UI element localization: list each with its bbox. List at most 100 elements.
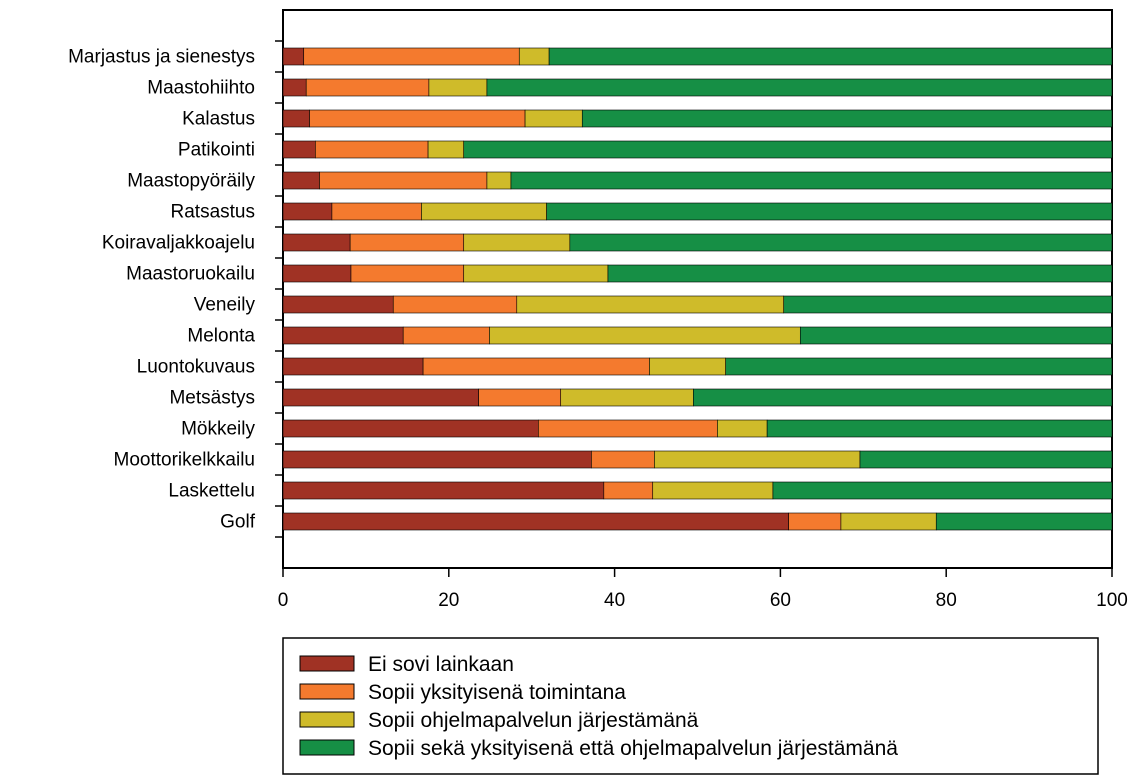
bar-segment-moottorikelkkailu-sopii-yksityisena-toimintana (591, 450, 655, 469)
y-tick-label: Laskettelu (168, 481, 255, 502)
x-tick-label: 80 (936, 590, 957, 611)
bar-segment-metsastys-ei-sovi-lainkaan (282, 388, 479, 407)
legend-frame (282, 637, 1099, 775)
y-tick-label: Maastopyöräily (127, 171, 255, 192)
bar-segment-ratsastus-sopii-yksityisena-toimintana (331, 202, 422, 221)
bar-segment-laskettelu-sopii-yksityisena-toimintana (603, 481, 654, 500)
bar-segment-marjastus-ja-sienestys-sopii-seka-yksityisena-etta-ohjelmapalvelun-jarjestamana (548, 47, 1113, 66)
bar-segment-metsastys-sopii-seka-yksityisena-etta-ohjelmapalvelun-jarjestamana (693, 388, 1113, 407)
y-tick-label: Patikointi (178, 140, 255, 161)
y-tick-label: Koiravaljakkoajelu (102, 233, 255, 254)
bar-segment-golf-sopii-ohjelmapalvelun-jarjestamana (840, 512, 937, 531)
bar-segment-moottorikelkkailu-ei-sovi-lainkaan (282, 450, 592, 469)
legend-items: Ei sovi lainkaan Sopii yksityisenä toimin… (299, 653, 898, 760)
y-tick-label: Maastohiihto (147, 78, 255, 99)
legend-label: Ei sovi lainkaan (368, 653, 514, 676)
legend-label: Sopii ohjelmapalvelun järjestämänä (368, 709, 699, 732)
x-tick-label: 0 (278, 590, 289, 611)
y-axis: Marjastus ja sienestys Maastohiihto Kalast… (68, 40, 283, 538)
bar-segment-veneily-sopii-ohjelmapalvelun-jarjestamana (516, 295, 785, 314)
bar-segment-metsastys-sopii-yksityisena-toimintana (478, 388, 562, 407)
x-tick-label: 60 (770, 590, 791, 611)
bar-segment-patikointi-sopii-ohjelmapalvelun-jarjestamana (427, 140, 465, 159)
bar-segment-maastopyoraily-sopii-yksityisena-toimintana (319, 171, 488, 190)
bar-segment-koiravaljakkoajelu-sopii-seka-yksityisena-etta-ohjelmapalvelun-jarjestamana (569, 233, 1113, 252)
plot-area: Marjastus ja sienestys Maastohiihto Kalast… (68, 9, 1128, 611)
bar-segment-patikointi-ei-sovi-lainkaan (282, 140, 316, 159)
bar-segment-kalastus-sopii-yksityisena-toimintana (309, 109, 526, 128)
bar-segment-metsastys-sopii-ohjelmapalvelun-jarjestamana (560, 388, 694, 407)
bars-group (282, 47, 1113, 531)
bar-segment-maastopyoraily-sopii-ohjelmapalvelun-jarjestamana (486, 171, 512, 190)
bar-segment-marjastus-ja-sienestys-sopii-yksityisena-toimintana (303, 47, 520, 66)
bar-segment-veneily-sopii-seka-yksityisena-etta-ohjelmapalvelun-jarjestamana (783, 295, 1113, 314)
x-tick-label: 20 (438, 590, 459, 611)
y-tick-label: Golf (220, 512, 256, 533)
bar-segment-ratsastus-sopii-ohjelmapalvelun-jarjestamana (421, 202, 547, 221)
legend-swatch-sopii-seka-yksityisena-etta-ohjelmapalvelun-jarjestamana (299, 739, 355, 756)
bar-segment-maastoruokailu-ei-sovi-lainkaan (282, 264, 352, 283)
bar-segment-maastopyoraily-sopii-seka-yksityisena-etta-ohjelmapalvelun-jarjestamana (510, 171, 1113, 190)
y-tick-label: Metsästys (169, 388, 255, 409)
bar-segment-maastopyoraily-ei-sovi-lainkaan (282, 171, 320, 190)
bar-segment-koiravaljakkoajelu-ei-sovi-lainkaan (282, 233, 351, 252)
bar-segment-mokkeily-sopii-seka-yksityisena-etta-ohjelmapalvelun-jarjestamana (766, 419, 1113, 438)
bar-segment-patikointi-sopii-seka-yksityisena-etta-ohjelmapalvelun-jarjestamana (463, 140, 1113, 159)
bar-segment-melonta-sopii-seka-yksityisena-etta-ohjelmapalvelun-jarjestamana (799, 326, 1113, 345)
y-tick-label: Ratsastus (171, 202, 255, 223)
bar-segment-koiravaljakkoajelu-sopii-yksityisena-toimintana (349, 233, 465, 252)
bar-segment-golf-sopii-yksityisena-toimintana (788, 512, 842, 531)
bar-segment-kalastus-sopii-ohjelmapalvelun-jarjestamana (524, 109, 583, 128)
bar-segment-maastohiihto-sopii-seka-yksityisena-etta-ohjelmapalvelun-jarjestamana (486, 78, 1113, 97)
x-tick-label: 100 (1096, 590, 1128, 611)
bar-segment-maastohiihto-ei-sovi-lainkaan (282, 78, 307, 97)
legend-swatch-sopii-yksityisena-toimintana (299, 683, 355, 700)
y-tick-label: Marjastus ja sienestys (68, 47, 255, 68)
bar-segment-luontokuvaus-sopii-seka-yksityisena-etta-ohjelmapalvelun-jarjestamana (725, 357, 1113, 376)
bar-segment-koiravaljakkoajelu-sopii-ohjelmapalvelun-jarjestamana (463, 233, 571, 252)
y-tick-label: Melonta (187, 326, 255, 347)
bar-segment-moottorikelkkailu-sopii-seka-yksityisena-etta-ohjelmapalvelun-jarjestamana (859, 450, 1113, 469)
x-axis: 0 20 40 60 80 100 (278, 568, 1128, 611)
bar-segment-maastoruokailu-sopii-seka-yksityisena-etta-ohjelmapalvelun-jarjestamana (607, 264, 1113, 283)
bar-segment-mokkeily-ei-sovi-lainkaan (282, 419, 539, 438)
bar-segment-mokkeily-sopii-ohjelmapalvelun-jarjestamana (717, 419, 768, 438)
y-tick-label: Kalastus (182, 109, 255, 130)
bar-segment-moottorikelkkailu-sopii-ohjelmapalvelun-jarjestamana (654, 450, 861, 469)
bar-segment-maastoruokailu-sopii-ohjelmapalvelun-jarjestamana (463, 264, 609, 283)
legend-swatch-ei-sovi-lainkaan (299, 655, 355, 672)
legend-label: Sopii sekä yksityisenä että ohjelmapalve… (368, 737, 898, 760)
bar-segment-marjastus-ja-sienestys-sopii-ohjelmapalvelun-jarjestamana (518, 47, 550, 66)
bar-segment-kalastus-ei-sovi-lainkaan (282, 109, 310, 128)
bar-segment-laskettelu-sopii-seka-yksityisena-etta-ohjelmapalvelun-jarjestamana (772, 481, 1113, 500)
bar-segment-laskettelu-ei-sovi-lainkaan (282, 481, 605, 500)
bar-segment-veneily-sopii-yksityisena-toimintana (392, 295, 518, 314)
legend-swatch-sopii-ohjelmapalvelun-jarjestamana (299, 711, 355, 728)
y-tick-label: Mökkeily (181, 419, 255, 440)
bar-segment-kalastus-sopii-seka-yksityisena-etta-ohjelmapalvelun-jarjestamana (581, 109, 1113, 128)
x-tick-label: 40 (604, 590, 625, 611)
bar-segment-veneily-ei-sovi-lainkaan (282, 295, 394, 314)
bar-segment-melonta-sopii-yksityisena-toimintana (402, 326, 490, 345)
bar-segment-melonta-sopii-ohjelmapalvelun-jarjestamana (489, 326, 801, 345)
bar-segment-ratsastus-sopii-seka-yksityisena-etta-ohjelmapalvelun-jarjestamana (546, 202, 1113, 221)
bar-segment-laskettelu-sopii-ohjelmapalvelun-jarjestamana (652, 481, 774, 500)
y-tick-label: Luontokuvaus (137, 357, 255, 378)
y-tick-label: Veneily (194, 295, 256, 316)
plot-frame (282, 9, 1113, 569)
bar-segment-marjastus-ja-sienestys-ei-sovi-lainkaan (282, 47, 305, 66)
bar-segment-melonta-ei-sovi-lainkaan (282, 326, 404, 345)
y-tick-label: Maastoruokailu (126, 264, 255, 285)
bar-segment-ratsastus-ei-sovi-lainkaan (282, 202, 333, 221)
bar-segment-maastohiihto-sopii-ohjelmapalvelun-jarjestamana (428, 78, 488, 97)
legend: Ei sovi lainkaan Sopii yksityisenä toimin… (282, 637, 1099, 775)
bar-segment-maastohiihto-sopii-yksityisena-toimintana (305, 78, 430, 97)
bar-segment-golf-sopii-seka-yksityisena-etta-ohjelmapalvelun-jarjestamana (935, 512, 1113, 531)
bar-segment-luontokuvaus-sopii-yksityisena-toimintana (422, 357, 650, 376)
legend-label: Sopii yksityisenä toimintana (368, 681, 626, 704)
bar-segment-luontokuvaus-sopii-ohjelmapalvelun-jarjestamana (649, 357, 726, 376)
bar-segment-luontokuvaus-ei-sovi-lainkaan (282, 357, 424, 376)
bar-segment-patikointi-sopii-yksityisena-toimintana (315, 140, 429, 159)
y-tick-label: Moottorikelkkailu (114, 450, 256, 471)
